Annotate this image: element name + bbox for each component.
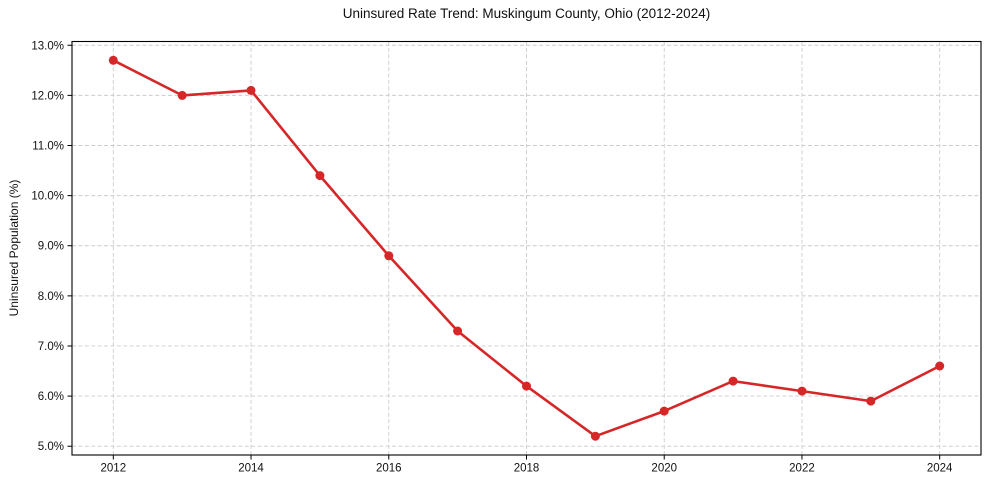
data-point-2012: [108, 55, 118, 65]
data-point-2015: [315, 171, 325, 181]
data-point-2020: [659, 406, 669, 416]
plot-border: [71, 40, 982, 456]
y-tick-label: 12.0%: [31, 90, 64, 102]
data-point-2023: [866, 396, 876, 406]
chart-title: Uninsured Rate Trend: Muskingum County, …: [342, 6, 711, 21]
data-point-2018: [522, 381, 531, 391]
data-point-2017: [453, 326, 463, 336]
x-tick-label: 2016: [376, 463, 402, 475]
data-point-2024: [935, 361, 945, 371]
data-point-2016: [384, 251, 394, 261]
y-tick-label: 7.0%: [38, 341, 64, 353]
y-tick-label: 9.0%: [38, 241, 64, 253]
x-tick-label: 2022: [789, 463, 815, 475]
data-point-2013: [177, 90, 187, 100]
y-tick-label: 10.0%: [31, 191, 64, 203]
data-point-2021: [728, 376, 738, 386]
x-tick-label: 2014: [238, 463, 264, 475]
x-tick-label: 2024: [927, 463, 953, 475]
y-tick-label: 6.0%: [38, 391, 64, 403]
y-tick-label: 5.0%: [38, 441, 64, 453]
data-point-2019: [590, 431, 600, 441]
data-point-2014: [246, 85, 256, 95]
data-point-2022: [797, 386, 807, 396]
x-tick-label: 2012: [101, 463, 127, 475]
x-tick-label: 2018: [514, 463, 540, 475]
y-tick-label: 8.0%: [38, 291, 64, 303]
x-tick-label: 2020: [651, 463, 677, 475]
y-tick-label: 11.0%: [32, 141, 64, 153]
y-tick-label: 13.0%: [31, 40, 64, 52]
